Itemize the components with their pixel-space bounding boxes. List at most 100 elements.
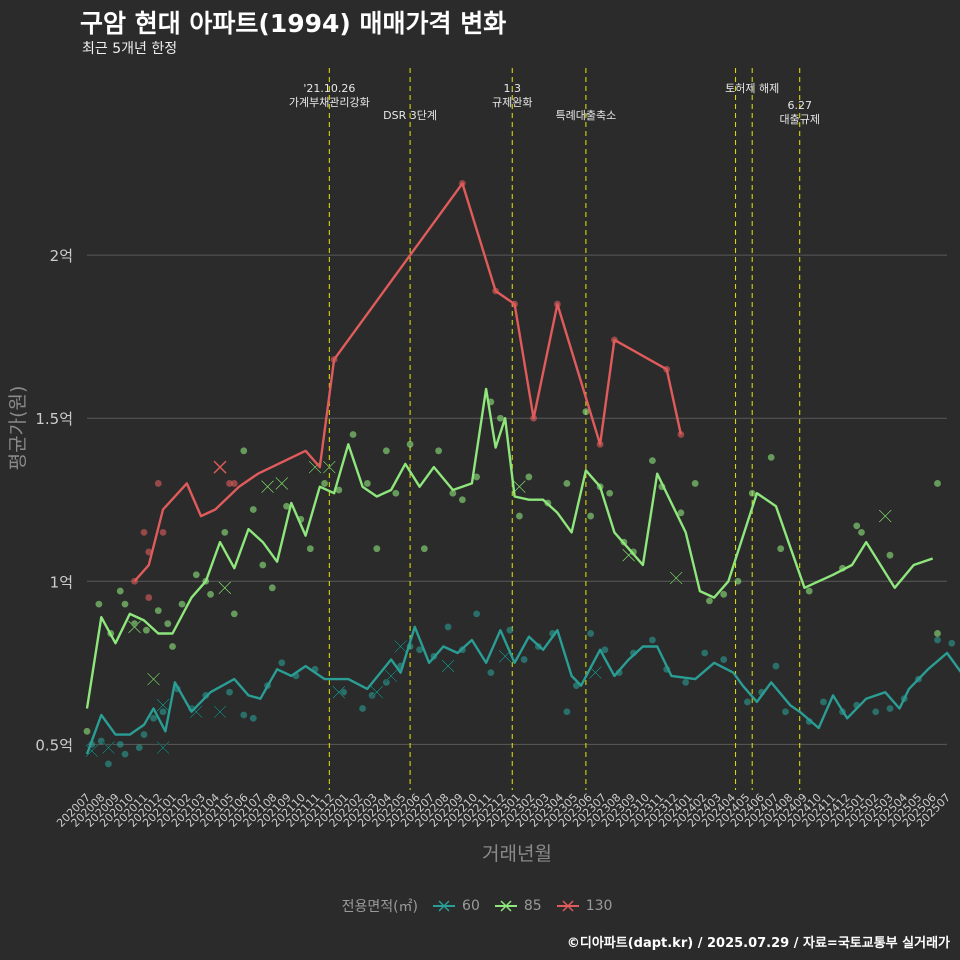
data-point-130 <box>145 594 153 601</box>
data-point-85 <box>306 545 314 553</box>
data-point-85 <box>649 457 656 465</box>
data-point-85 <box>420 545 428 553</box>
cross-marker-outline-60 <box>384 669 398 683</box>
data-point-60 <box>416 646 423 654</box>
data-point-85 <box>691 480 699 487</box>
event-label: 토허제 해제 <box>725 81 779 95</box>
cross-marker-outline-85 <box>261 480 274 493</box>
legend-item-60: 60 <box>432 898 480 914</box>
event-label: 1.3 <box>503 82 521 95</box>
data-point-85 <box>435 447 443 455</box>
data-point-60 <box>601 646 609 654</box>
data-point-85 <box>373 545 381 553</box>
data-point-85 <box>515 512 523 520</box>
cross-marker-outline-85 <box>308 460 322 474</box>
data-point-85 <box>363 480 371 487</box>
data-point-85 <box>154 607 162 615</box>
legend-key-85-icon <box>494 900 517 912</box>
event-label: 특례대출축소 <box>556 109 617 122</box>
data-point-60 <box>140 731 148 738</box>
cross-marker-outline-60 <box>85 744 99 758</box>
data-point-85 <box>525 473 533 481</box>
legend-key-130-icon <box>556 900 579 912</box>
cross-marker-outline-60 <box>213 705 227 719</box>
data-point-85 <box>349 431 357 438</box>
data-point-60 <box>587 630 595 637</box>
data-point-60 <box>368 692 376 699</box>
data-point-85 <box>382 447 390 455</box>
cross-marker-outline-60 <box>156 741 170 754</box>
data-point-85 <box>116 587 124 595</box>
data-point-60 <box>701 649 709 657</box>
data-point-130 <box>677 431 685 438</box>
data-point-85 <box>886 551 894 559</box>
data-point-60 <box>520 656 528 663</box>
data-point-85 <box>734 577 742 585</box>
data-point-85 <box>221 528 229 536</box>
data-point-60 <box>116 740 124 748</box>
data-point-60 <box>135 744 143 752</box>
data-point-85 <box>321 480 328 487</box>
data-point-85 <box>392 489 400 497</box>
chart-title: 구암 현대 아파트(1994) 매매가격 변화 <box>80 9 507 38</box>
x-axis-title: 거래년월 <box>482 843 552 865</box>
data-point-130 <box>159 528 167 536</box>
data-point-60 <box>872 708 880 716</box>
data-point-85 <box>706 597 713 605</box>
series-line-60 <box>85 625 960 755</box>
cross-marker-outline-85 <box>669 571 683 585</box>
chart-subtitle: 최근 5개년 한정 <box>82 41 178 57</box>
cross-marker-outline-60 <box>370 685 384 699</box>
cross-marker-outline-60 <box>189 705 203 719</box>
data-point-85 <box>496 414 504 422</box>
data-point-60 <box>278 659 286 667</box>
data-point-85 <box>259 561 267 569</box>
data-point-60 <box>720 656 728 663</box>
data-point-85 <box>805 587 813 595</box>
data-point-60 <box>772 662 780 670</box>
event-label: 대출규제 <box>779 113 819 126</box>
data-point-85 <box>677 509 685 517</box>
data-point-130 <box>140 528 148 536</box>
data-point-85 <box>268 584 276 592</box>
series-line-85 <box>85 387 934 709</box>
legend: 전용면적(㎡) 60 85 130 <box>0 896 960 916</box>
data-point-60 <box>359 705 366 712</box>
data-point-60 <box>563 708 571 716</box>
data-point-85 <box>934 480 941 487</box>
data-point-85 <box>777 545 785 553</box>
cross-marker-outline-60 <box>102 741 115 754</box>
legend-label-130: 130 <box>585 898 613 914</box>
data-point-85 <box>249 506 257 513</box>
data-point-85 <box>164 620 172 628</box>
cross-marker-outline-60 <box>332 685 346 699</box>
data-point-60 <box>682 678 690 686</box>
y-tick-label: 2억 <box>50 247 73 265</box>
data-point-85 <box>853 522 861 530</box>
data-point-130 <box>226 480 233 487</box>
data-point-85 <box>406 440 414 448</box>
data-point-85 <box>748 489 756 497</box>
data-point-85 <box>587 512 595 520</box>
data-point-85 <box>606 489 614 497</box>
data-point-60 <box>444 623 452 631</box>
data-point-60 <box>150 714 157 722</box>
data-point-60 <box>249 714 257 722</box>
data-point-60 <box>240 711 248 719</box>
data-point-85 <box>207 590 214 598</box>
data-point-85 <box>473 473 481 481</box>
data-point-85 <box>767 453 775 461</box>
legend-key-60-icon <box>433 900 456 912</box>
legend-title: 전용면적(㎡) <box>341 899 419 915</box>
data-point-60 <box>744 698 751 706</box>
source-caption: ©디아파트(dapt.kr) / 2025.07.29 / 자료=국토교통부 실… <box>566 936 950 951</box>
cross-marker-outline-60 <box>441 659 455 673</box>
data-point-130 <box>230 480 238 487</box>
event-label: 6.27 <box>787 99 812 112</box>
data-point-60 <box>487 669 495 676</box>
event-label: DSR 3단계 <box>383 109 437 122</box>
series-line-130 <box>133 182 683 583</box>
data-point-85 <box>335 486 343 494</box>
data-point-60 <box>886 705 894 712</box>
